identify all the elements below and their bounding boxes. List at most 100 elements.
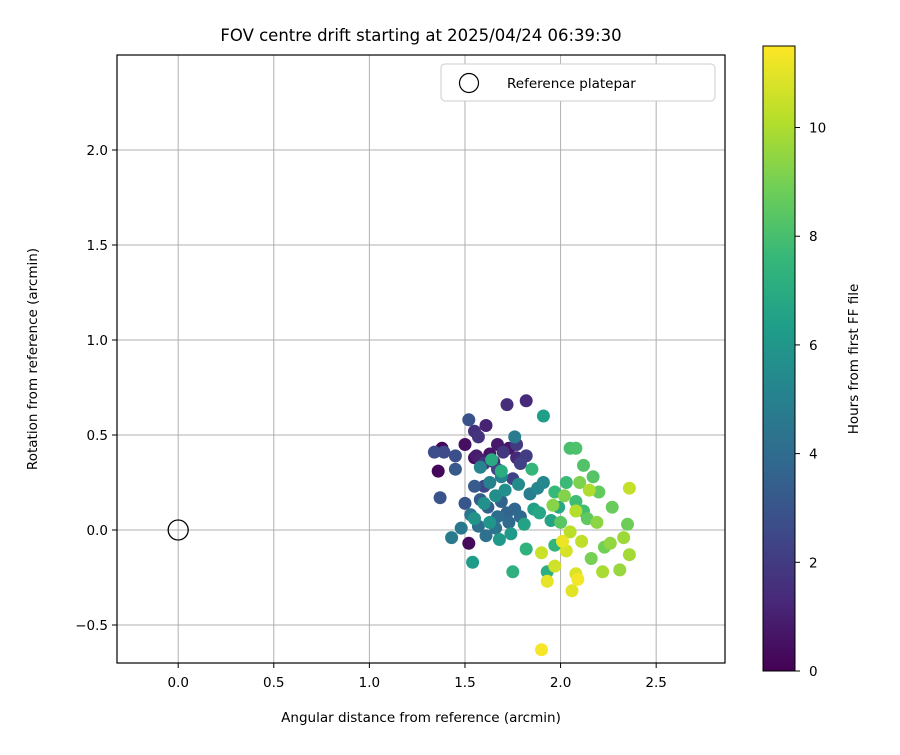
data-point	[603, 536, 617, 550]
data-point	[540, 574, 554, 588]
points-layer	[427, 394, 636, 657]
x-tick-label: 2.5	[645, 675, 666, 691]
colorbar: 0 2 4 6 8 10 Hours from first FF file	[762, 45, 862, 680]
data-point	[492, 533, 506, 546]
data-point	[617, 531, 631, 545]
x-axis-ticks: 0.0 0.5 1.0 1.5 2.0 2.5	[167, 663, 667, 691]
data-point	[571, 572, 585, 586]
data-point	[489, 489, 503, 503]
y-tick-label: 1.5	[87, 238, 108, 254]
data-point	[483, 515, 497, 529]
data-point	[584, 552, 598, 565]
data-point	[445, 531, 459, 545]
data-point	[433, 491, 447, 505]
data-point	[477, 496, 491, 510]
data-point	[565, 584, 579, 598]
data-point	[590, 515, 604, 529]
colorbar-tick-label: 2	[809, 555, 818, 571]
data-point	[525, 462, 539, 476]
data-point	[471, 430, 485, 444]
data-point	[575, 534, 589, 548]
data-point	[513, 457, 527, 470]
colorbar-tick-label: 10	[809, 121, 826, 137]
data-point	[596, 565, 610, 579]
colorbar-gradient	[762, 45, 796, 672]
data-point	[554, 515, 568, 529]
legend-label: Reference platepar	[507, 76, 636, 92]
y-tick-label: 0.5	[87, 428, 108, 444]
data-point	[512, 477, 525, 491]
data-point	[546, 498, 560, 512]
data-point	[468, 479, 481, 493]
colorbar-ticks: 0 2 4 6 8 10	[795, 121, 826, 680]
data-point	[462, 413, 476, 427]
plot-area	[117, 55, 725, 663]
data-point	[458, 496, 472, 510]
x-axis-label: Angular distance from reference (arcmin)	[281, 710, 561, 726]
data-point	[496, 445, 510, 459]
data-point	[569, 441, 583, 455]
data-point	[448, 462, 462, 476]
data-point	[500, 398, 514, 412]
colorbar-tick-label: 8	[809, 229, 818, 245]
legend-box	[440, 63, 716, 102]
data-point	[533, 506, 546, 520]
data-point	[504, 527, 518, 541]
data-point	[466, 555, 480, 569]
data-point	[586, 470, 600, 484]
data-point	[427, 445, 441, 459]
data-point	[569, 495, 583, 508]
data-point	[557, 489, 571, 503]
grid	[117, 55, 725, 663]
data-point	[582, 483, 596, 497]
data-point	[622, 481, 636, 495]
data-point	[535, 643, 548, 657]
data-point	[605, 500, 619, 514]
data-point	[502, 515, 516, 529]
y-axis-label: Rotation from reference (arcmin)	[25, 248, 41, 470]
legend: Reference platepar	[440, 63, 716, 102]
data-point	[621, 517, 634, 531]
data-point	[535, 546, 548, 560]
data-point	[468, 512, 481, 526]
x-tick-label: 0.5	[263, 675, 284, 691]
data-point	[479, 419, 493, 432]
data-point	[473, 460, 487, 474]
data-point	[498, 483, 512, 497]
y-axis-ticks: −0.5 0.0 0.5 1.0 1.5 2.0	[75, 143, 117, 634]
x-tick-label: 1.5	[454, 675, 475, 691]
data-point	[494, 464, 508, 478]
data-point	[517, 517, 531, 531]
data-point	[458, 438, 472, 451]
data-point	[519, 394, 533, 408]
data-point	[506, 565, 520, 579]
x-tick-label: 0.0	[167, 675, 188, 691]
data-point	[613, 563, 627, 577]
data-point	[437, 445, 451, 459]
data-point	[573, 476, 587, 489]
colorbar-tick-label: 0	[809, 664, 818, 680]
reference-platepar-marker	[167, 519, 189, 541]
y-tick-label: 2.0	[87, 143, 108, 159]
data-point	[483, 476, 497, 489]
data-point	[536, 476, 550, 489]
data-point	[548, 559, 562, 573]
legend-marker-icon	[458, 72, 480, 94]
data-point	[559, 476, 573, 489]
data-point	[448, 449, 462, 463]
data-point	[556, 534, 569, 548]
data-point	[462, 536, 476, 550]
data-point	[431, 464, 445, 478]
y-tick-label: 1.0	[87, 333, 108, 349]
data-point	[536, 409, 550, 423]
plot-frame	[116, 54, 726, 664]
x-tick-label: 1.0	[359, 675, 380, 691]
y-tick-label: −0.5	[75, 618, 108, 634]
colorbar-tick-label: 4	[809, 447, 818, 463]
x-tick-label: 2.0	[550, 675, 571, 691]
y-tick-label: 0.0	[87, 523, 108, 539]
colorbar-tick-label: 6	[809, 338, 818, 354]
data-point	[563, 525, 577, 539]
